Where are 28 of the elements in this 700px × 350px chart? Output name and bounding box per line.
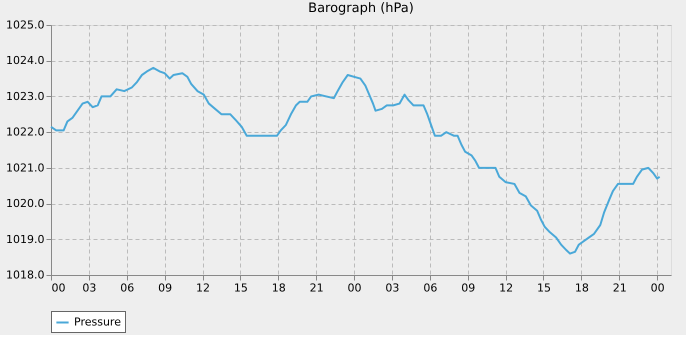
line-series [50, 66, 661, 255]
y-tick-label: 1025.0 [6, 18, 44, 32]
y-tick-label: 1022.0 [6, 126, 44, 139]
chart-title: Barograph (hPa) [308, 1, 414, 16]
y-tick-label: 1019.0 [6, 232, 44, 246]
x-tick-label: 06 [120, 282, 134, 294]
x-tick-label: 18 [574, 282, 589, 294]
y-tick-label: 1023.0 [6, 90, 44, 103]
x-tick-label: 15 [536, 282, 551, 294]
y-tick-label: 1018.0 [6, 268, 44, 282]
x-tick-label: 09 [461, 282, 476, 294]
x-tick-label: 21 [310, 282, 324, 294]
x-tick-label: 03 [385, 282, 400, 294]
legend-label: Pressure [74, 316, 122, 328]
y-tick-label: 1024.0 [6, 54, 44, 68]
y-tick-label: 1020.0 [6, 197, 44, 210]
x-tick-label: 18 [272, 282, 286, 294]
x-tick-label: 00 [650, 282, 665, 294]
y-tick-label: 1021.0 [6, 161, 44, 174]
x-tick-label: 12 [196, 282, 210, 294]
x-tick-label: 15 [234, 282, 248, 294]
x-tick-label: 12 [499, 282, 514, 294]
x-tick-label: 00 [52, 282, 66, 294]
x-tick-label: 03 [82, 282, 96, 294]
x-tick-label: 00 [348, 282, 362, 294]
x-tick-label: 09 [158, 282, 172, 294]
x-tick-label: 21 [612, 282, 627, 294]
x-tick-label: 06 [423, 282, 438, 294]
